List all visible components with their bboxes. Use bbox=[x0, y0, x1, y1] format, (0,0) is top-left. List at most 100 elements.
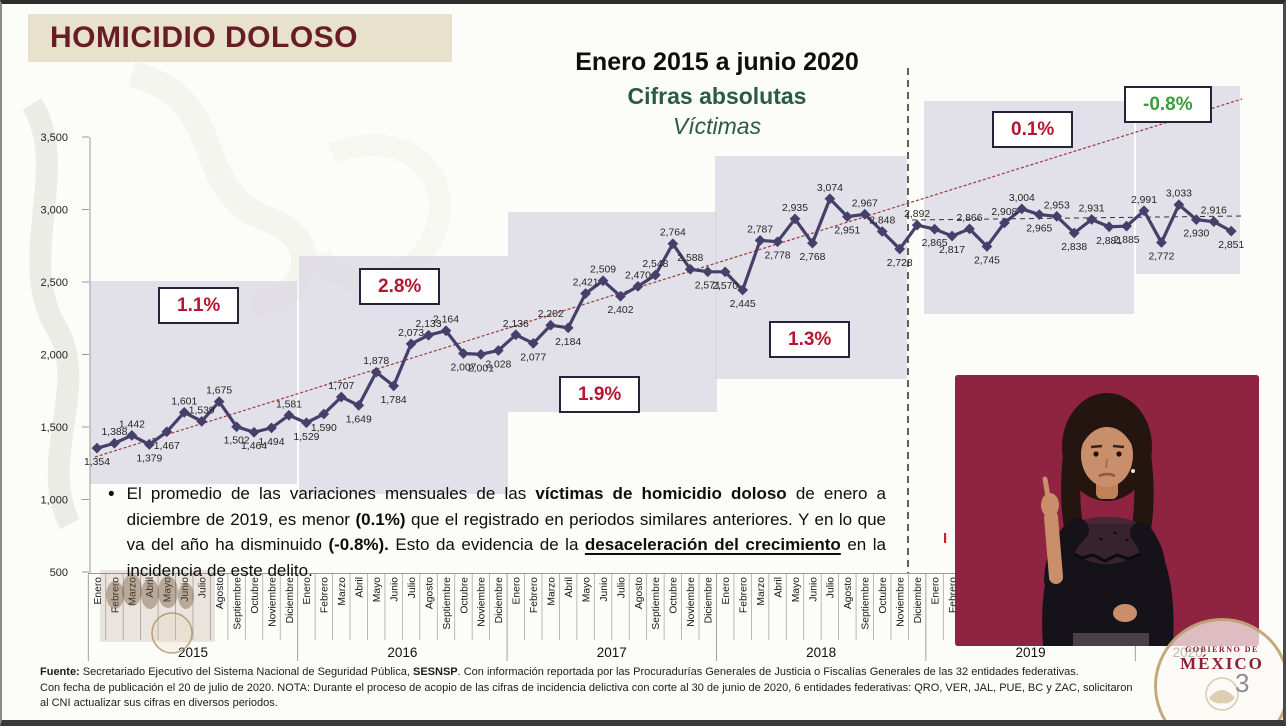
month-label: Marzo bbox=[547, 577, 558, 606]
seal-text-mexico: MÉXICO bbox=[1180, 654, 1264, 673]
data-label: 3,004 bbox=[1009, 193, 1035, 204]
data-label: 1,784 bbox=[381, 395, 407, 406]
bullet-marker: • bbox=[108, 484, 115, 505]
resting-hand bbox=[1113, 604, 1137, 622]
month-label: Abril bbox=[355, 577, 366, 598]
data-label: 2,965 bbox=[1026, 224, 1052, 235]
y-tick-label: 1,000 bbox=[40, 495, 68, 507]
page-number: 3 bbox=[1235, 668, 1250, 698]
data-point-marker bbox=[667, 238, 679, 250]
mesh-yoke bbox=[1072, 516, 1142, 565]
data-label: 2,892 bbox=[904, 209, 930, 220]
data-label: 1,707 bbox=[328, 381, 354, 392]
data-label: 2,865 bbox=[922, 238, 948, 249]
month-label: Febrero bbox=[529, 577, 540, 613]
source-footer: Fuente: Secretariado Ejecutivo del Siste… bbox=[40, 666, 1133, 710]
data-point-marker bbox=[231, 421, 242, 433]
y-tick-label: 2,500 bbox=[40, 277, 68, 289]
data-point-marker bbox=[824, 193, 836, 205]
eyebrow bbox=[1090, 444, 1103, 449]
data-point-marker bbox=[161, 426, 173, 438]
data-label: 1,878 bbox=[363, 356, 389, 367]
data-label: 2,967 bbox=[852, 198, 878, 209]
data-label: 2,768 bbox=[799, 252, 825, 263]
data-point-marker bbox=[405, 338, 417, 350]
month-label: Febrero bbox=[738, 577, 749, 613]
data-point-marker bbox=[894, 243, 906, 255]
month-label: Marzo bbox=[128, 577, 139, 606]
watermark-wash bbox=[100, 570, 215, 642]
data-label: 2,728 bbox=[887, 258, 913, 269]
data-label: 1,529 bbox=[293, 432, 319, 443]
month-label: Enero bbox=[721, 577, 732, 605]
data-label: 2,787 bbox=[747, 224, 773, 235]
data-point-marker bbox=[475, 348, 487, 360]
month-label: Agosto bbox=[843, 577, 854, 609]
year-highlight-2018 bbox=[715, 156, 907, 379]
month-label: Julio bbox=[198, 577, 209, 598]
data-label: 1,494 bbox=[258, 437, 284, 448]
data-label: 2,935 bbox=[782, 203, 808, 214]
month-label: Mayo bbox=[791, 577, 802, 602]
data-point-marker bbox=[772, 236, 783, 248]
gobierno-mexico-seal: GOBIERNO DE MÉXICO bbox=[1154, 618, 1283, 720]
clipped-annotation-text: I bbox=[943, 530, 948, 547]
chart-subtitle: Cifras absolutas bbox=[627, 83, 807, 109]
data-point-marker bbox=[929, 223, 940, 235]
month-label: Mayo bbox=[372, 577, 383, 602]
data-point-marker bbox=[266, 422, 277, 434]
data-label: 1,502 bbox=[224, 436, 250, 447]
mouth bbox=[1098, 472, 1116, 478]
y-tick-label: 1,500 bbox=[40, 422, 68, 434]
month-label: Diciembre bbox=[285, 577, 296, 624]
data-label: 2,885 bbox=[1114, 235, 1140, 246]
data-label: 2,817 bbox=[939, 245, 965, 256]
lower-arm-sleeve bbox=[1124, 522, 1166, 618]
data-label: 2,838 bbox=[1061, 242, 1087, 253]
data-point-marker bbox=[702, 266, 714, 278]
data-label: 1,601 bbox=[171, 396, 197, 407]
data-label: 1,581 bbox=[276, 399, 302, 410]
data-point-marker bbox=[510, 329, 522, 341]
data-label: 2,930 bbox=[1183, 229, 1209, 240]
chart-title: Enero 2015 a junio 2020 bbox=[575, 48, 859, 76]
month-label: Enero bbox=[93, 577, 104, 605]
data-label: 2,421 bbox=[573, 277, 599, 288]
interpreter-illustration bbox=[955, 375, 1259, 646]
year-highlight-2016 bbox=[299, 256, 508, 494]
month-label: Julio bbox=[826, 577, 837, 598]
data-label: 2,778 bbox=[765, 251, 791, 262]
data-point-marker bbox=[213, 396, 225, 407]
month-label: Septiembre bbox=[861, 577, 872, 630]
data-point-marker bbox=[580, 288, 591, 299]
chart-title-block: Enero 2015 a junio 2020 Cifras absolutas… bbox=[457, 48, 977, 140]
month-label: Octubre bbox=[669, 577, 680, 614]
data-label: 1,467 bbox=[154, 441, 180, 452]
month-label: Enero bbox=[930, 577, 941, 605]
month-label: Febrero bbox=[320, 577, 331, 613]
month-label: Junio bbox=[599, 577, 610, 602]
data-point-marker bbox=[318, 408, 330, 420]
watermark-figure bbox=[141, 579, 159, 609]
data-point-marker bbox=[423, 329, 434, 341]
data-label: 1,675 bbox=[206, 386, 232, 397]
year-label: 2019 bbox=[1016, 645, 1046, 660]
face bbox=[1081, 423, 1133, 487]
data-label: 2,851 bbox=[1218, 240, 1244, 251]
data-label: 2,136 bbox=[503, 319, 529, 330]
data-point-marker bbox=[615, 290, 626, 302]
data-label: 2,402 bbox=[607, 305, 633, 316]
data-label: 2,133 bbox=[416, 319, 442, 330]
month-label: Agosto bbox=[424, 577, 435, 609]
data-label: 1,539 bbox=[189, 405, 215, 416]
month-label: Junio bbox=[808, 577, 819, 602]
bullet-text: El promedio de las variaciones mensuales… bbox=[126, 484, 887, 580]
data-label: 1,379 bbox=[136, 454, 162, 465]
earring bbox=[1131, 469, 1135, 473]
data-label: 2,077 bbox=[520, 352, 546, 363]
data-point-marker bbox=[807, 237, 818, 249]
pointing-finger bbox=[1042, 476, 1051, 500]
watermark-figure bbox=[106, 581, 124, 609]
data-point-marker bbox=[492, 345, 504, 356]
